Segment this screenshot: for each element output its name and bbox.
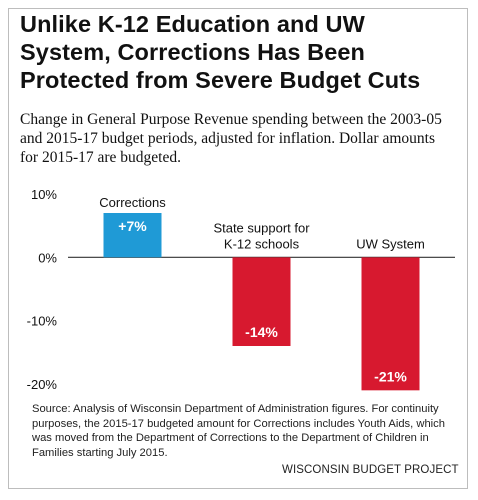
category-label: State support for	[213, 220, 310, 235]
y-tick-label: -10%	[27, 314, 58, 329]
y-tick-label: -20%	[27, 377, 58, 392]
chart-subtitle: Change in General Purpose Revenue spendi…	[20, 110, 460, 167]
chart-frame	[8, 8, 468, 489]
source-note-line: purposes, the 2015-17 budgeted amount fo…	[32, 417, 445, 430]
bar	[361, 257, 420, 391]
subtitle-line: Change in General Purpose Revenue spendi…	[20, 111, 442, 128]
category-label: Corrections	[99, 195, 166, 210]
source-note: Source: Analysis of Wisconsin Department…	[32, 402, 457, 460]
data-label: -14%	[245, 324, 278, 340]
subtitle-line: for 2015-17 are budgeted.	[20, 149, 181, 166]
y-tick-label: 0%	[38, 250, 57, 265]
subtitle-line: and 2015-17 budget periods, adjusted for…	[20, 130, 435, 147]
data-label: +7%	[118, 218, 147, 234]
data-label: -21%	[374, 368, 407, 384]
credit-label: WISCONSIN BUDGET PROJECT	[282, 464, 459, 476]
bar	[103, 213, 162, 258]
title-line: System, Corrections Has Been	[20, 39, 365, 65]
source-note-line: was moved from the Department of Correct…	[32, 432, 429, 445]
source-note-line: Families starting July 2015.	[32, 446, 168, 459]
source-note-line: Source: Analysis of Wisconsin Department…	[32, 403, 439, 415]
title-line: Protected from Severe Budget Cuts	[20, 67, 421, 93]
title-line: Unlike K-12 Education and UW	[20, 11, 365, 37]
chart-title: Unlike K-12 Education and UW System, Cor…	[20, 10, 460, 94]
y-tick-label: 10%	[31, 187, 57, 202]
category-label: UW System	[356, 236, 425, 251]
category-label: K-12 schools	[224, 236, 300, 251]
bar	[232, 257, 291, 346]
